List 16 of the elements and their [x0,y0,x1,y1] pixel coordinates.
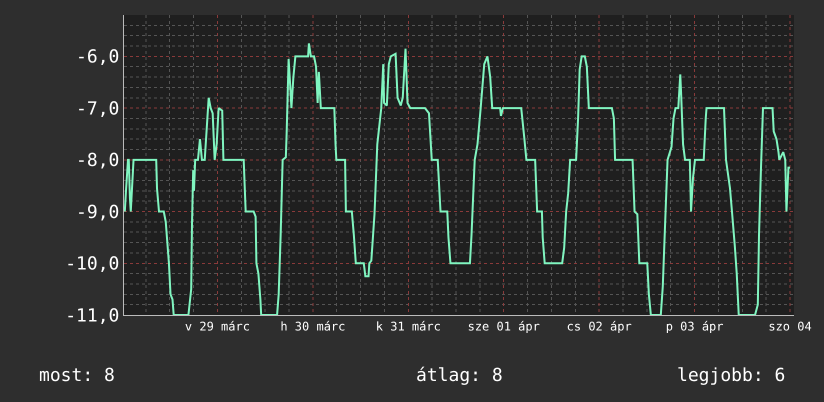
y-tick-label: -11,0 [65,305,120,326]
y-tick-label: -8,0 [76,150,120,172]
text: most: 8 [39,365,115,386]
x-tick-label: p 03 ápr [666,319,724,334]
y-tick-label: -6,0 [76,46,120,68]
y-tick-label: -10,0 [65,254,120,275]
x-tick-label: szo 04 [768,319,812,334]
text: átlag: 8 [416,365,503,386]
x-tick-label: k 31 márc [376,319,441,334]
y-tick-label: -9,0 [76,202,120,223]
x-tick-label: v 29 márc [184,319,250,334]
text: legjobb: 6 [677,365,786,386]
x-tick-label: cs 02 ápr [566,319,632,334]
x-tick-label: sze 01 ápr [468,319,540,334]
x-tick-label: h 30 márc [280,319,346,334]
y-tick-label: -7,0 [76,98,120,120]
